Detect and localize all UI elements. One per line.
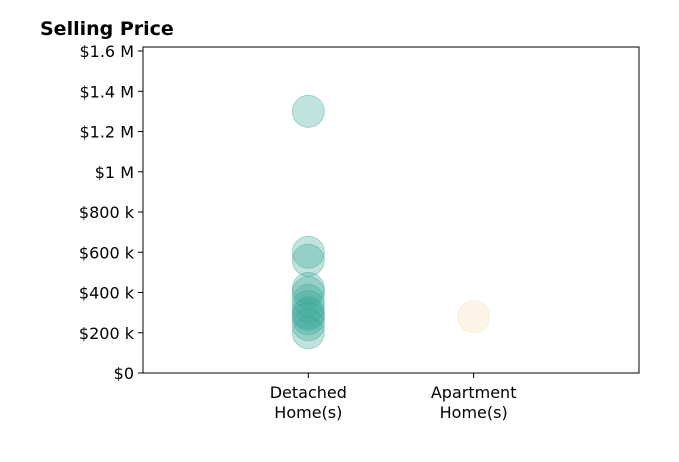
- y-tick-label: $200 k: [79, 324, 135, 343]
- data-point: [291, 296, 325, 330]
- data-points: [291, 94, 491, 350]
- data-point: [291, 276, 325, 310]
- data-point: [291, 316, 325, 350]
- y-tick-label: $1 M: [95, 163, 134, 182]
- data-point: [291, 298, 325, 332]
- x-axis: Detached Home(s) Apartment Home(s): [270, 373, 517, 422]
- chart-title: Selling Price: [40, 18, 174, 40]
- data-point: [291, 235, 325, 269]
- y-tick-label: $600 k: [79, 243, 135, 262]
- data-point: [291, 271, 325, 305]
- data-point: [291, 94, 325, 128]
- y-tick-label: $800 k: [79, 203, 135, 222]
- data-point: [291, 290, 325, 324]
- y-tick-label: $400 k: [79, 284, 135, 303]
- x-tick-label: Apartment Home(s): [431, 383, 517, 422]
- plot-area-frame: [142, 46, 640, 374]
- y-tick-label: $1.6 M: [79, 42, 134, 61]
- data-point: [291, 243, 325, 277]
- data-point: [291, 308, 325, 342]
- y-axis: $0 $200 k $400 k $600 k $800 k $1 M $1.2 M $1.4…: [79, 42, 143, 383]
- y-tick-label: $0: [114, 364, 134, 383]
- x-tick-label: Detached Home(s): [270, 383, 347, 422]
- data-point: [291, 284, 325, 318]
- y-tick-label: $1.4 M: [79, 82, 134, 101]
- data-point: [291, 302, 325, 336]
- data-point: [457, 300, 491, 334]
- y-tick-label: $1.2 M: [79, 123, 134, 142]
